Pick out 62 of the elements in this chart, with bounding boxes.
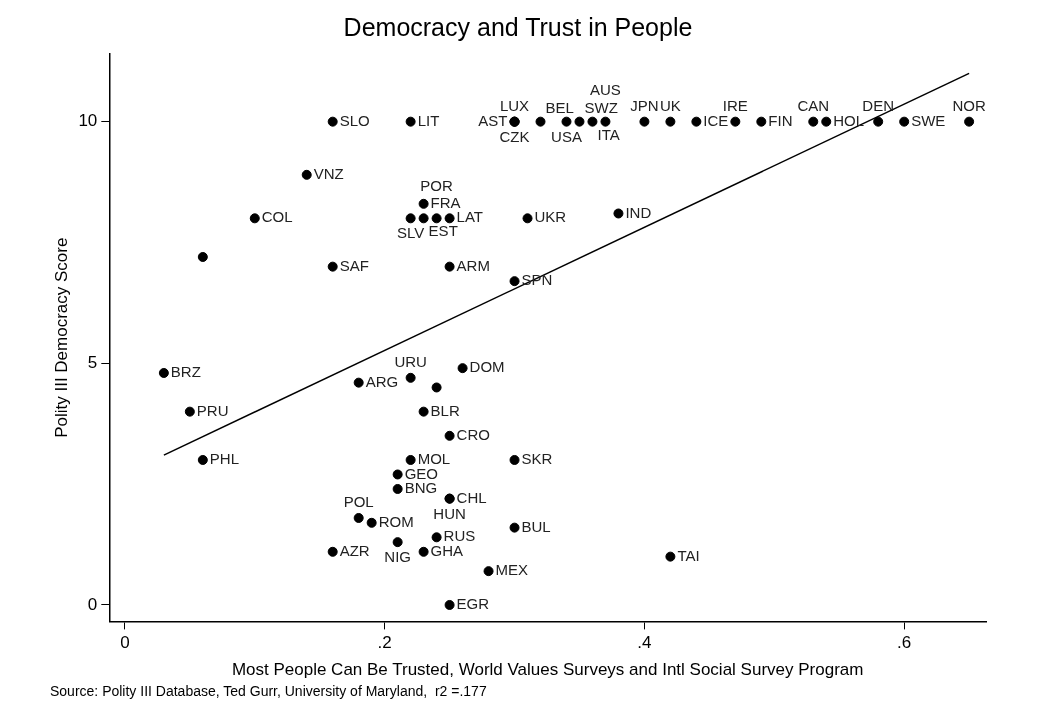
- annotation: TAI: [677, 546, 700, 564]
- annotation: SLV: [397, 224, 425, 242]
- x-tick-label: .4: [637, 633, 652, 653]
- annotation: NIG: [384, 548, 411, 566]
- annotation: BNG: [404, 479, 438, 497]
- annotation: USA: [551, 127, 582, 145]
- annotation: URU: [394, 352, 427, 370]
- annotation: POL: [343, 493, 374, 511]
- annotation: ITA: [597, 125, 620, 143]
- annotation: CZK: [499, 127, 530, 145]
- x-tick-label: 0: [120, 633, 130, 653]
- annotation: IND: [625, 203, 652, 221]
- annotation: CRO: [456, 425, 490, 443]
- annotation: ARG: [365, 372, 399, 390]
- annotation: PHL: [209, 450, 240, 468]
- annotation: ICE: [703, 111, 729, 129]
- annotation: EST: [428, 222, 458, 240]
- x-tick-label: .6: [897, 633, 912, 653]
- annotation: IRE: [722, 96, 748, 114]
- annotation: UKR: [534, 208, 567, 226]
- annotation: LUX: [499, 96, 530, 114]
- annotation: UK: [659, 96, 681, 114]
- annotation: FRA: [430, 193, 461, 211]
- annotation: NOR: [952, 96, 986, 114]
- annotation: COL: [261, 208, 293, 226]
- y-tick-label: 10: [78, 111, 98, 131]
- annotation: SLO: [339, 111, 370, 129]
- annotation: AUS: [590, 80, 621, 98]
- annotation: DOM: [469, 358, 505, 376]
- annotation: BLR: [430, 401, 460, 419]
- annotation: FIN: [768, 111, 793, 129]
- annotation: POR: [420, 177, 454, 195]
- x-tick-label: .2: [377, 633, 392, 653]
- y-tick-label: 0: [87, 594, 98, 614]
- y-tick-label: 5: [87, 353, 98, 372]
- annotation: BEL: [545, 98, 574, 116]
- annotation: AST: [478, 111, 508, 129]
- annotation: ARM: [456, 256, 490, 274]
- annotation: JPN: [630, 96, 659, 114]
- annotation: LAT: [456, 208, 483, 226]
- annotation: MEX: [495, 561, 529, 579]
- y-axis-title: Polity III Democracy Score: [51, 237, 71, 438]
- annotation: SWE: [911, 111, 946, 129]
- annotation: EGR: [456, 595, 490, 613]
- x-axis-title: Most People Can Be Trusted, World Values Surveys and Intl Social Survey Program: [231, 659, 864, 679]
- annotation: SKR: [521, 450, 553, 468]
- annotation: BUL: [521, 517, 551, 535]
- annotation: AZR: [339, 541, 370, 559]
- annotation: CHL: [456, 488, 487, 506]
- annotation: BRZ: [170, 363, 201, 381]
- annotation: VNZ: [313, 164, 344, 182]
- annotation: SAF: [339, 256, 369, 274]
- chart-title: Democracy and Trust in People: [343, 12, 693, 41]
- annotation: HOL: [833, 111, 865, 129]
- annotation: CAN: [797, 96, 830, 114]
- annotation: DEN: [862, 96, 895, 114]
- annotation: ROM: [378, 512, 414, 530]
- annotation: LIT: [417, 111, 440, 129]
- annotation: PRU: [196, 401, 229, 419]
- annotation: SWZ: [584, 98, 618, 116]
- source-note: Source: Polity III Database, Ted Gurr, University of Maryland, r2 =.177: [50, 683, 487, 700]
- annotation: HUN: [433, 504, 466, 522]
